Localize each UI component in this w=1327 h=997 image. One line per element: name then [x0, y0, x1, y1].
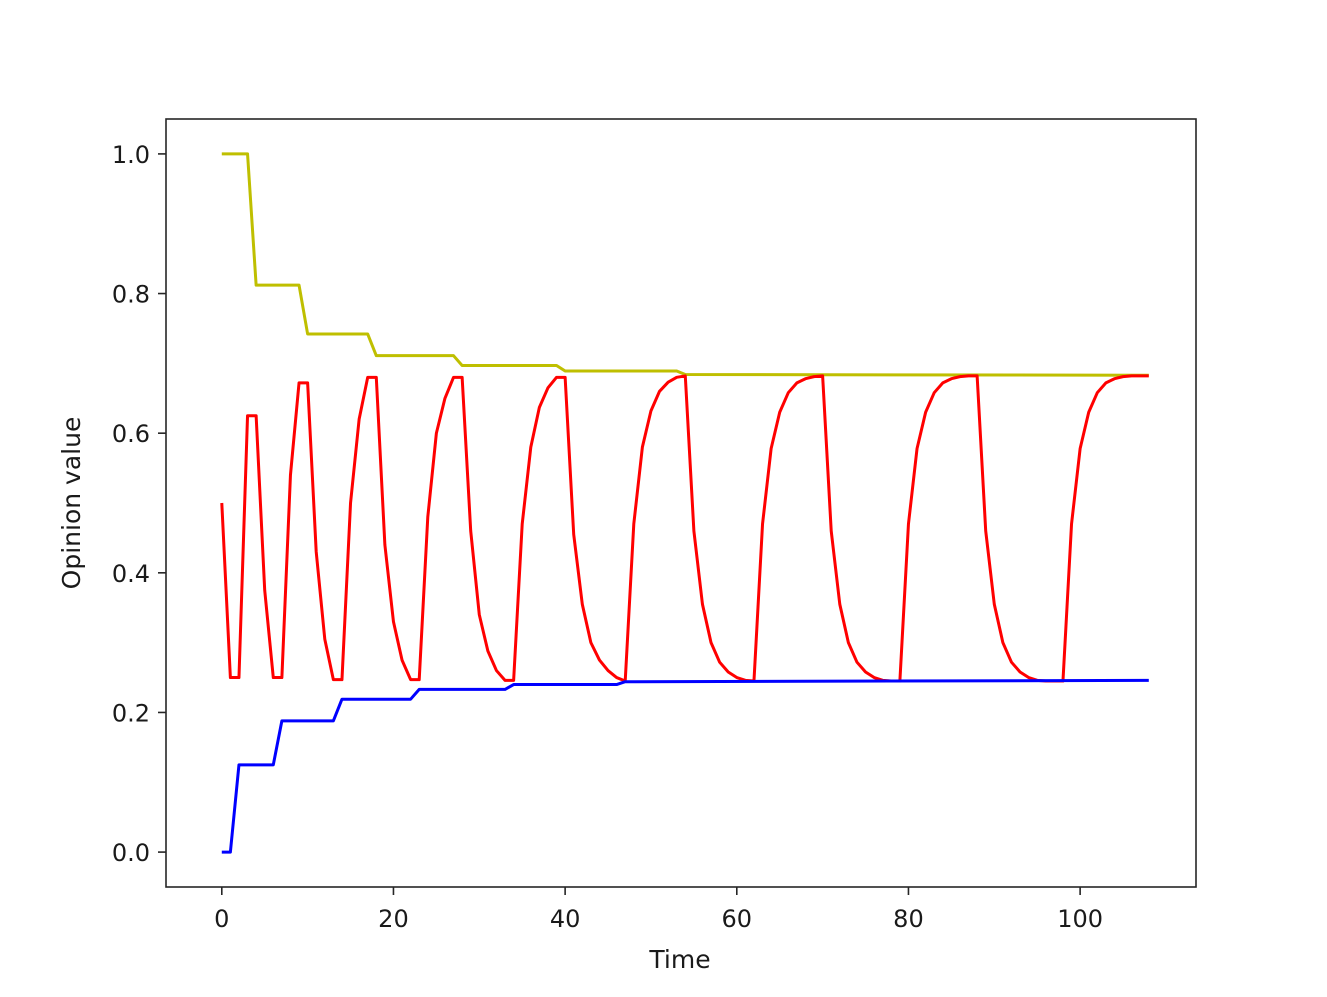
- x-tick-label: 20: [378, 905, 409, 933]
- x-axis-label: Time: [648, 945, 710, 974]
- series-layer: [220, 152, 1149, 854]
- y-tick-label: 0.2: [112, 699, 150, 727]
- series-line-3: [221, 678, 1149, 854]
- x-tick-label: 80: [893, 905, 924, 933]
- x-tick-label: 0: [214, 905, 229, 933]
- axes-layer: 0 20 40 60 80 100 0.0 0.2 0.4 0.6 0.8 1.0: [112, 118, 1197, 933]
- y-tick-label: 0.0: [112, 839, 150, 867]
- x-tick-label: 100: [1057, 905, 1103, 933]
- x-tick-label: 60: [722, 905, 753, 933]
- y-tick-label: 0.4: [112, 560, 150, 588]
- y-tick-label: 1.0: [112, 141, 150, 169]
- y-axis-label: Opinion value: [57, 417, 86, 590]
- y-tick-label: 0.6: [112, 420, 150, 448]
- series-line-2: [220, 374, 1149, 683]
- series-line-1: [221, 152, 1149, 377]
- plot-frame: [165, 118, 1197, 888]
- x-tick-label: 40: [550, 905, 581, 933]
- y-tick-label: 0.8: [112, 281, 150, 309]
